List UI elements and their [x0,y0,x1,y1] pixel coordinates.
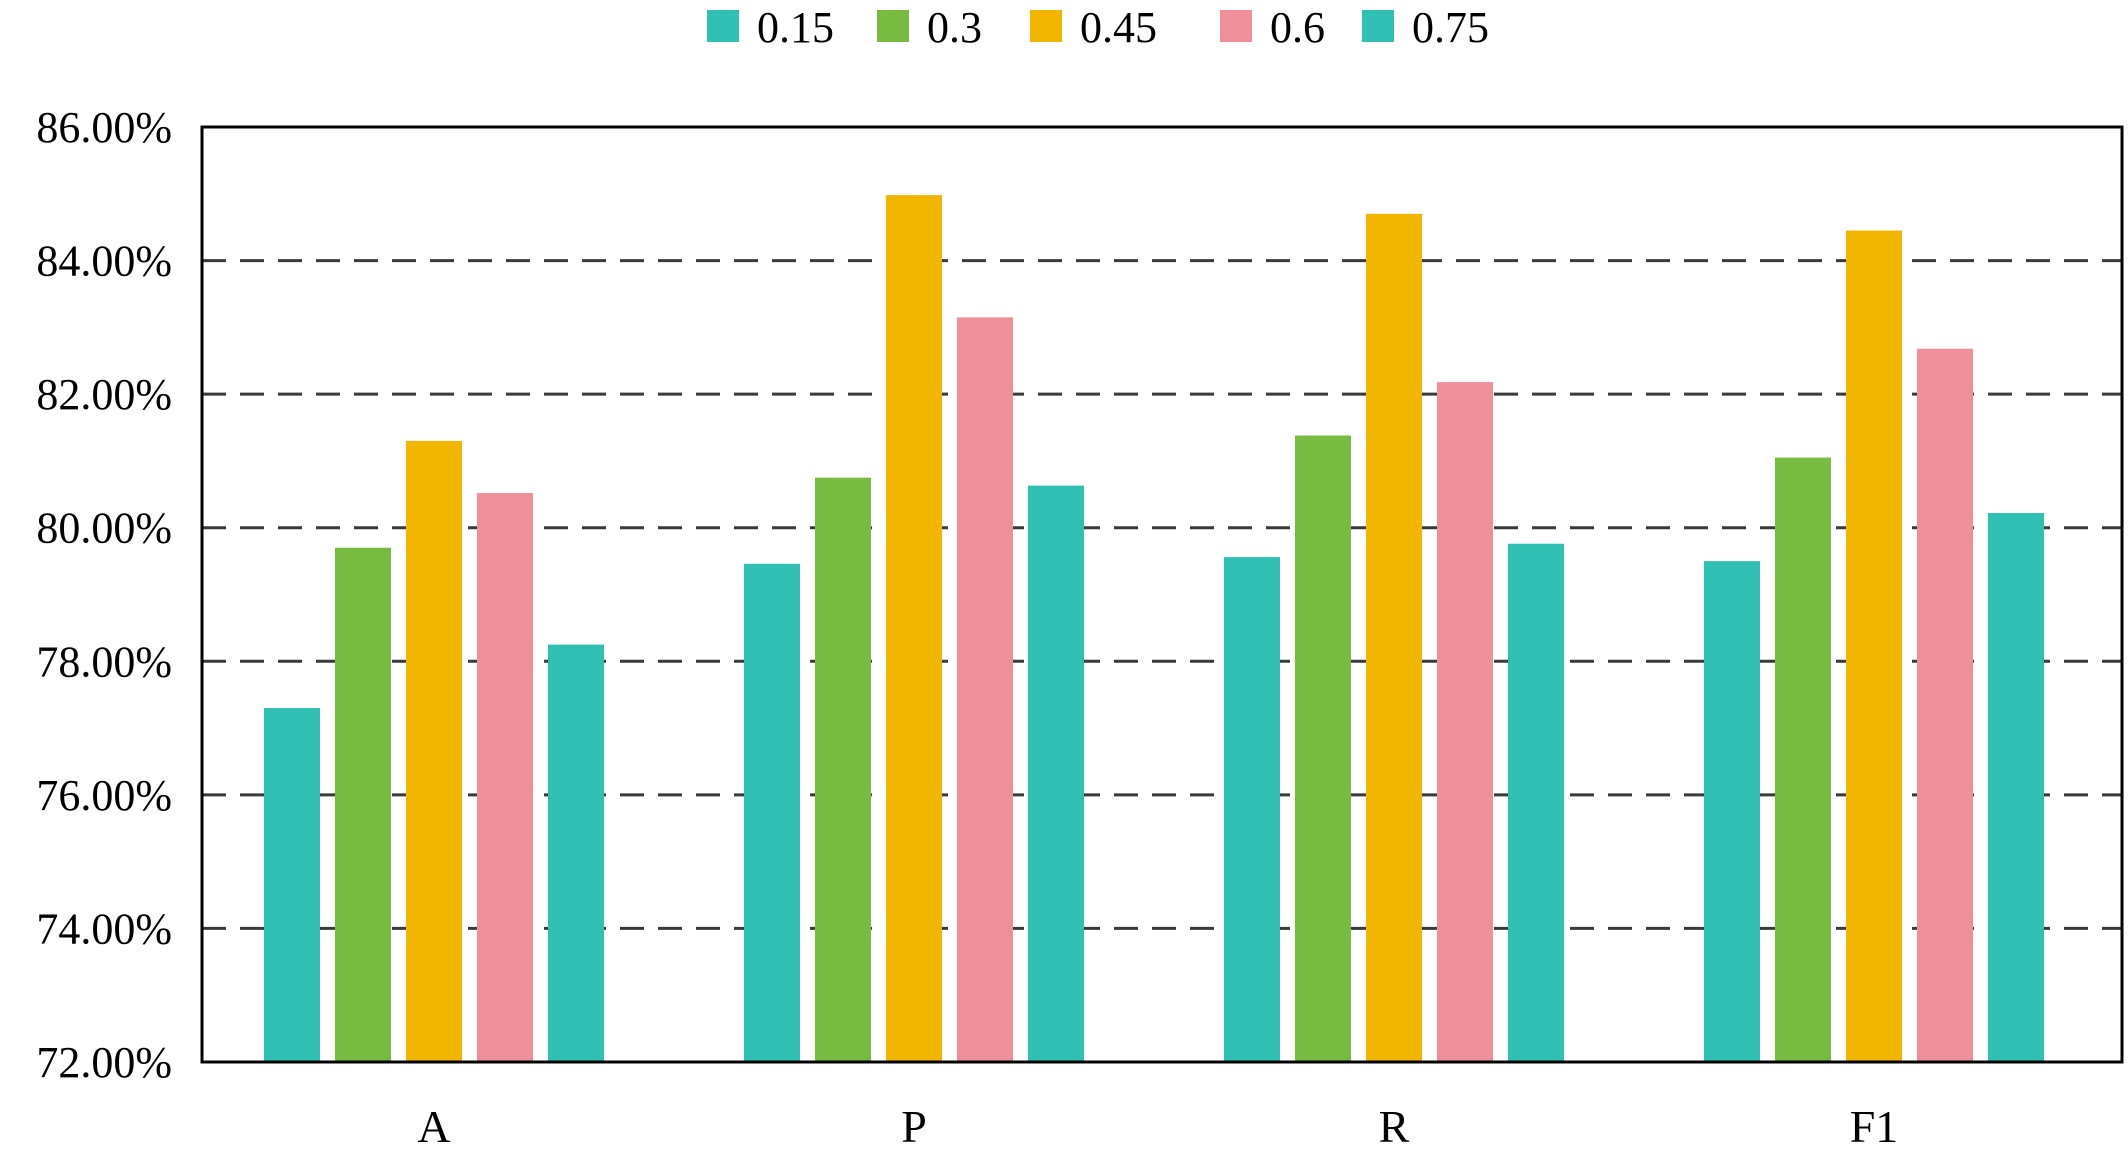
y-axis: 72.00% 74.00% 76.00% 78.00% 80.00% 82.00% 84.0… [36,103,172,1087]
bar-R-0.45 [1366,213,1422,1063]
bar-R-0.3 [1295,435,1351,1062]
legend-swatch [707,10,739,42]
legend-swatch [1220,10,1252,42]
bar-P-0.15 [744,563,800,1062]
y-tick-label: 82.00% [36,370,172,419]
legend-swatch [1030,10,1062,42]
bar-R-0.15 [1224,557,1280,1062]
bar-A-0.15 [264,708,320,1062]
legend-label: 0.45 [1080,3,1157,52]
y-tick-label: 76.00% [36,771,172,820]
plot-frame [200,125,2124,1064]
x-tick-label: R [1379,1101,1410,1151]
bars [264,195,2044,1063]
bar-A-0.75 [548,644,604,1062]
bar-A-0.6 [477,492,533,1062]
y-tick-label: 84.00% [36,237,172,286]
legend-swatch [877,10,909,42]
bar-A-0.3 [335,547,391,1062]
x-tick-label: P [901,1101,927,1151]
bar-R-0.6 [1437,382,1493,1062]
bar-F1-0.3 [1775,457,1831,1062]
bar-A-0.45 [406,440,462,1063]
y-tick-label: 78.00% [36,637,172,686]
x-tick-label: F1 [1850,1101,1899,1151]
bar-F1-0.6 [1917,348,1973,1062]
legend-label: 0.3 [927,3,982,52]
bar-P-0.75 [1028,485,1084,1062]
bar-F1-0.45 [1846,230,1902,1063]
legend-label: 0.75 [1412,3,1489,52]
bar-R-0.75 [1508,543,1564,1062]
legend-label: 0.6 [1270,3,1325,52]
x-tick-label: A [417,1101,450,1151]
x-axis: A P R F1 [417,1101,1899,1152]
y-tick-label: 86.00% [36,103,172,152]
bar-P-0.6 [957,317,1013,1062]
bar-F1-0.75 [1988,513,2044,1062]
y-tick-label: 72.00% [36,1038,172,1087]
legend-label: 0.15 [757,3,834,52]
bar-F1-0.15 [1704,561,1760,1062]
legend-swatch [1362,10,1394,42]
plot-border [200,125,2124,1064]
bar-P-0.45 [886,195,942,1062]
y-tick-label: 74.00% [36,904,172,953]
y-tick-label: 80.00% [36,504,172,553]
legend: 0.15 0.3 0.45 0.6 0.75 [707,3,1489,52]
bar-P-0.3 [815,477,871,1062]
